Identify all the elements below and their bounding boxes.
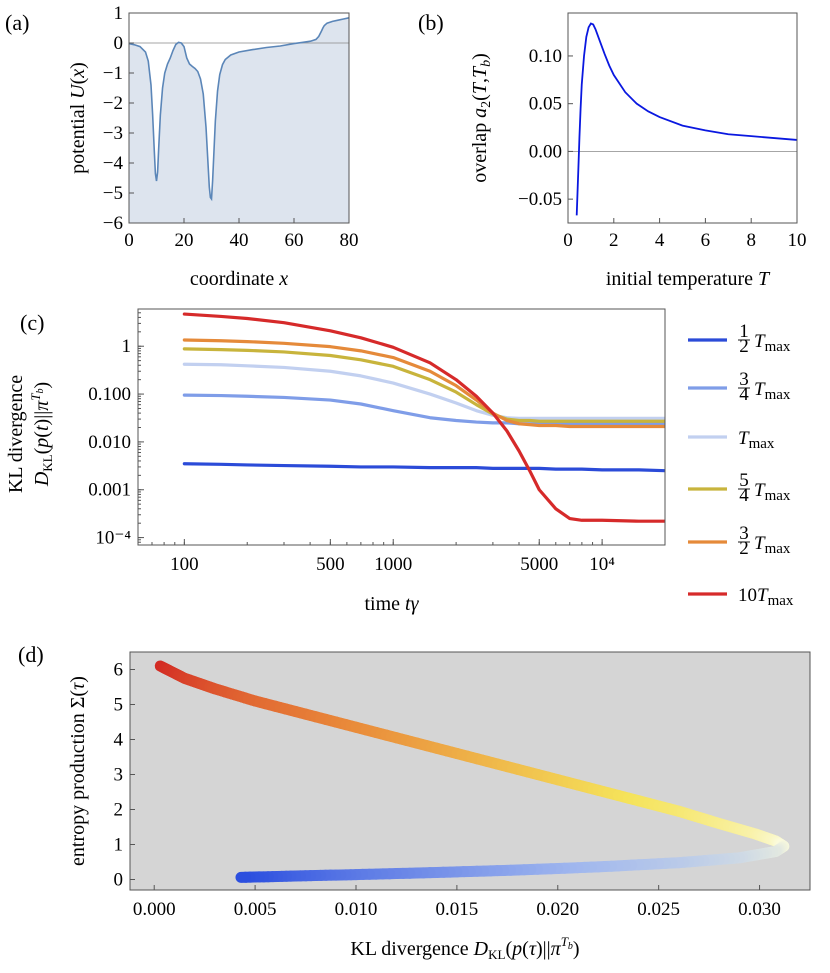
- x-axis-label: time tγ: [365, 593, 420, 615]
- legend-label-3: Tmax: [738, 428, 775, 452]
- y-tick-label: 0.100: [88, 384, 131, 405]
- y-tick-label: −0.05: [518, 189, 562, 210]
- y-tick-label: −5: [103, 183, 123, 204]
- panel-c-label: (c): [20, 310, 44, 335]
- y-tick-label: −4: [103, 153, 124, 174]
- y-axis-label: overlap a2(T,Tb): [469, 53, 494, 183]
- x-tick-label: 0.030: [738, 899, 781, 920]
- legend-frac-num: 1: [739, 321, 749, 342]
- panel-b-label: (b): [418, 10, 444, 35]
- legend-label-4: Tmax: [754, 480, 791, 504]
- x-tick-label: 20: [175, 230, 194, 251]
- legend-label-6: 10Tmax: [738, 585, 794, 609]
- series-group: [182, 312, 665, 523]
- y-tick-label: 0: [114, 870, 124, 891]
- panel-c: 100 500 1000 5000 10⁴ 1 0.100 0.010 0.001 10⁻⁴ tim…: [5, 308, 794, 615]
- x-axis-label: initial temperature T: [606, 268, 771, 290]
- y-tick-label: −3: [103, 123, 123, 144]
- y-axis-label-bottom: DKL(p(t)||πTb): [28, 382, 55, 487]
- y-tick-label: 0.05: [529, 94, 562, 115]
- y-tick-label: 5: [114, 695, 124, 716]
- y-tick-label: −6: [103, 213, 123, 234]
- y-tick-label: −2: [103, 93, 123, 114]
- y-tick-label: 1: [114, 3, 124, 24]
- y-axis-label: entropy production Σ(τ): [67, 676, 89, 866]
- y-tick-label: 0: [114, 33, 124, 54]
- series-line-2: [182, 393, 665, 426]
- legend-frac-den: 2: [739, 336, 749, 357]
- legend-frac-den: 4: [739, 384, 749, 405]
- legend-label-1: Tmax: [754, 331, 791, 355]
- panel-b-frame: [567, 12, 798, 224]
- series-line-6: [182, 312, 665, 523]
- x-tick-label: 0: [563, 230, 573, 251]
- potential-area: [129, 17, 349, 223]
- y-tick-label: 1: [122, 336, 132, 357]
- legend-frac-num: 3: [739, 523, 749, 544]
- x-tick-label: 500: [316, 554, 345, 575]
- plot-background: [130, 652, 810, 890]
- y-tick-label: 3: [114, 765, 124, 786]
- x-tick-label: 2: [609, 230, 619, 251]
- x-tick-label: 6: [701, 230, 711, 251]
- y-tick-label: −1: [103, 63, 123, 84]
- series-line-5: [182, 338, 665, 429]
- x-tick-label: 40: [230, 230, 249, 251]
- potential-curve: [128, 17, 350, 202]
- x-axis-label: KL divergence DKL(p(τ)||πTb): [350, 934, 579, 962]
- y-tick-label: 0.001: [88, 480, 131, 501]
- panel-b: 0 2 4 6 8 10 0.10 0.05 0.00 −0.05 initial temperat…: [418, 10, 807, 290]
- y-tick-label: 6: [114, 660, 124, 681]
- x-tick-label: 4: [655, 230, 665, 251]
- legend-frac-num: 5: [739, 470, 749, 491]
- gradient-curve: [154, 660, 790, 883]
- series-line-1: [182, 462, 665, 473]
- x-tick-label: 0.000: [133, 899, 176, 920]
- y-tick-label: 10⁻⁴: [95, 528, 131, 549]
- y-tick-label: 4: [114, 730, 124, 751]
- y-tick-label: 0.00: [529, 141, 562, 162]
- y-tick-label: 0.10: [529, 46, 562, 67]
- panel-d-label: (d): [18, 642, 44, 667]
- legend-frac-num: 3: [739, 369, 749, 390]
- x-tick-label: 10: [788, 230, 807, 251]
- panel-d-frame: [129, 651, 811, 891]
- series-line-3: [182, 362, 665, 420]
- x-tick-label: 1000: [374, 554, 412, 575]
- x-tick-label: 0.025: [637, 899, 680, 920]
- legend-label-5: Tmax: [754, 533, 791, 557]
- panel-a-label: (a): [5, 10, 29, 35]
- x-axis-label: coordinate x: [190, 268, 288, 290]
- x-tick-label: 100: [170, 554, 199, 575]
- x-tick-label: 0: [124, 230, 134, 251]
- x-tick-label: 80: [340, 230, 359, 251]
- panel-a: 0 20 40 60 80 1 0 −1 −2 −3 −4 −5 −6 coordinate x poten…: [5, 3, 359, 290]
- x-tick-label: 0.020: [536, 899, 579, 920]
- y-axis-label-top: KL divergence: [5, 375, 27, 493]
- panel-d: 0.000 0.005 0.010 0.015 0.020 0.025 0.030 6 5 4 3 2…: [18, 642, 811, 962]
- y-tick-label: 2: [114, 800, 124, 821]
- overlap-curve: [575, 22, 798, 216]
- x-tick-label: 0.010: [335, 899, 378, 920]
- x-tick-label: 5000: [520, 554, 558, 575]
- panel-c-frame: [137, 308, 666, 546]
- x-tick-label: 0.005: [234, 899, 277, 920]
- x-tick-label: 0.015: [436, 899, 479, 920]
- legend-frac-den: 2: [739, 538, 749, 559]
- x-tick-label: 60: [285, 230, 304, 251]
- y-axis-label: potential U(x): [67, 62, 89, 174]
- legend-frac-den: 4: [739, 485, 749, 506]
- x-tick-label: 8: [746, 230, 756, 251]
- y-tick-label: 0.010: [88, 432, 131, 453]
- y-tick-label: 1: [114, 835, 124, 856]
- legend-label-2: Tmax: [754, 379, 791, 403]
- x-tick-label: 10⁴: [589, 554, 615, 575]
